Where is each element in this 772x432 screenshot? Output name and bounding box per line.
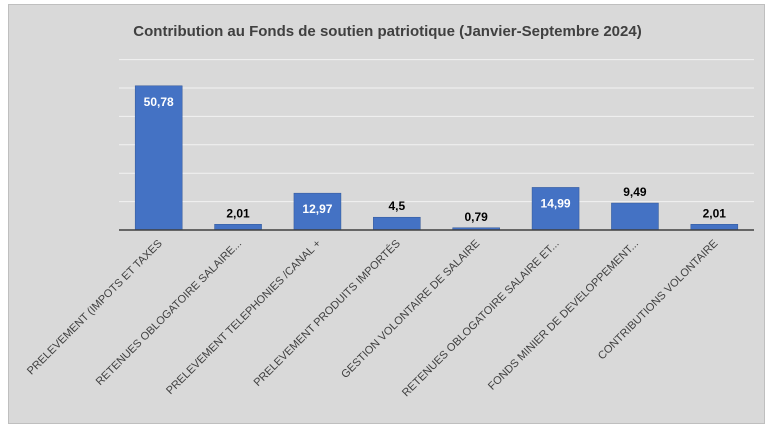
bar <box>293 192 342 231</box>
x-tick-label: PRELEVEMENT (IMPOTS ET TAXES <box>25 238 165 378</box>
chart-title: Contribution au Fonds de soutien patriot… <box>133 23 642 40</box>
x-tick-label: GESTION VOLONTAIRE DE SALAIRE <box>339 238 482 381</box>
x-tick-label: PRELEVEMENT TELEPHONIES /CANAL + <box>164 238 323 397</box>
data-label: 50,78 <box>144 95 174 109</box>
bar <box>690 224 739 231</box>
chart-frame: Contribution au Fonds de soutien patriot… <box>8 4 765 424</box>
data-label: 0,79 <box>465 210 489 224</box>
bar <box>611 202 659 231</box>
data-label: 2,01 <box>703 206 727 220</box>
x-tick-label: RETENUES OBLOGATOIRE SALAIRE... <box>94 238 244 388</box>
bar <box>373 216 421 231</box>
data-label: 14,99 <box>541 196 571 210</box>
data-label: 4,5 <box>388 199 405 213</box>
x-tick-label: FONDS MINIER DE DEVELOPPEMENT... <box>486 238 641 393</box>
bar <box>214 224 262 231</box>
data-label: 2,01 <box>226 206 250 220</box>
bar <box>531 187 580 231</box>
bar-chart: 50,78 PRELEVEMENT (IMPOTS ET TAXES 2,01 RET… <box>25 59 754 400</box>
bar <box>134 85 183 231</box>
data-label: 9,49 <box>623 185 647 199</box>
x-tick-label: RETENUES OBLOGATOIRE SALAIRE ET... <box>400 238 562 400</box>
data-label: 12,97 <box>302 202 332 216</box>
x-tick-label: PRELEVEMENT PRODUITS IMPORTÉS <box>251 237 403 389</box>
